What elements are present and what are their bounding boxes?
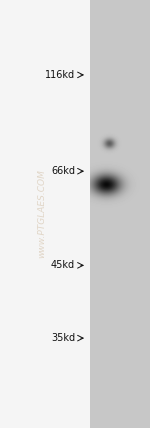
Text: 45kd: 45kd [51,260,75,270]
Text: 116kd: 116kd [45,70,75,80]
Text: 66kd: 66kd [51,166,75,176]
Text: www.PTGLAES.COM: www.PTGLAES.COM [38,169,46,259]
Text: 35kd: 35kd [51,333,75,343]
